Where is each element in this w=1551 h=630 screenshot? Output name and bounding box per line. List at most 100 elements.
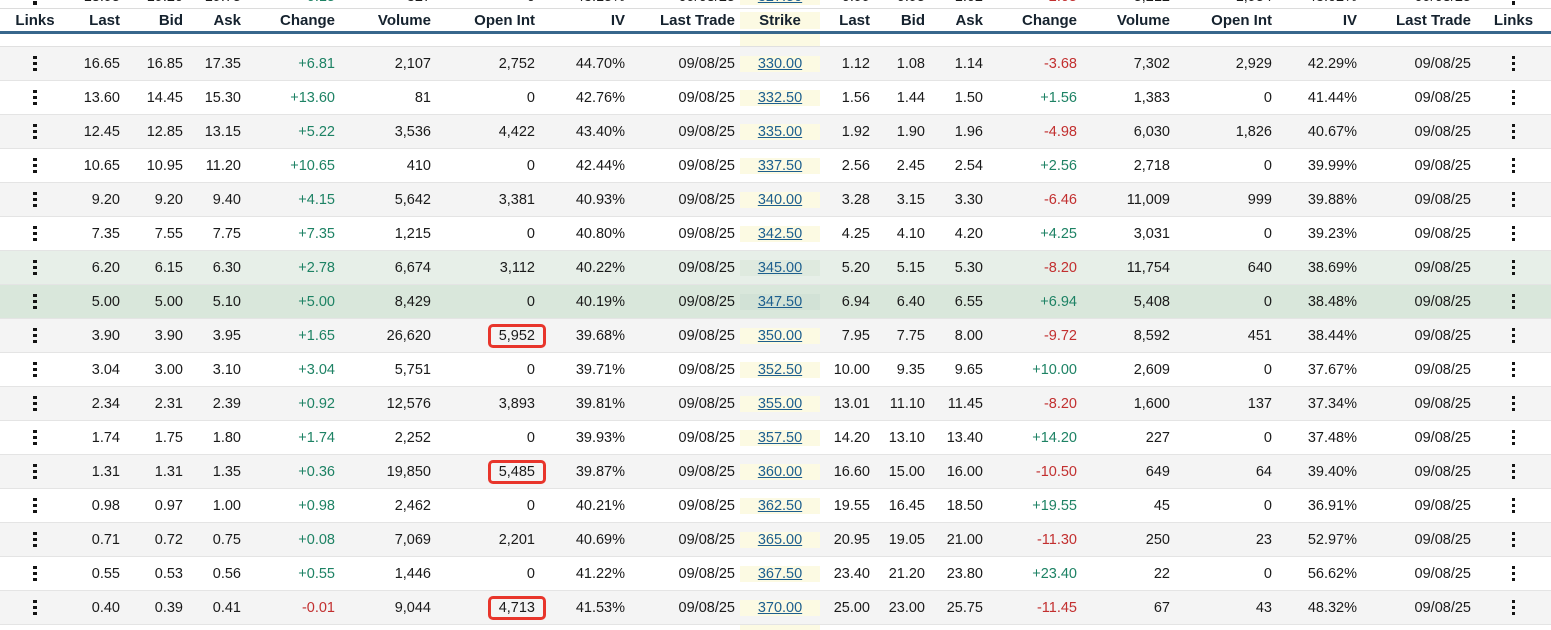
strike-link[interactable]: 342.50 [757,225,803,242]
strike-link[interactable]: 332.50 [757,89,803,106]
call-last: 1.74 [91,429,120,446]
row-links-menu-icon[interactable] [1508,222,1519,245]
put-bid: 7.75 [896,327,925,344]
col-header-call-open-int[interactable]: Open Int [474,11,535,29]
strike-link[interactable]: 362.50 [757,497,803,514]
strike-link[interactable]: 337.50 [757,157,803,174]
strike-link[interactable]: 330.00 [757,55,803,72]
col-header-links-right[interactable]: Links [1493,11,1534,29]
call-open-int: 5,485 [436,459,546,484]
row-links-menu-icon[interactable] [1508,120,1519,143]
put-last-trade: 09/08/25 [1414,429,1471,446]
put-open-int: 2,929 [1235,55,1272,72]
row-links-menu-icon[interactable] [1508,596,1519,619]
col-header-call-ask[interactable]: Ask [213,11,241,29]
row-links-menu-icon[interactable] [29,562,40,585]
row-links-menu-icon[interactable] [1508,392,1519,415]
put-ask: 1.02 [930,0,988,5]
row-links-menu-icon[interactable] [29,494,40,517]
col-header-put-last-trade[interactable]: Last Trade [1395,11,1471,29]
col-header-put-bid[interactable]: Bid [900,11,925,29]
strike-link[interactable]: 360.00 [757,463,803,480]
put-iv: 41.44% [1307,89,1357,106]
strike-link[interactable]: 352.50 [757,361,803,378]
strike-link[interactable]: 370.00 [757,599,803,616]
call-iv: 39.81% [575,395,625,412]
row-links-menu-icon[interactable] [29,460,40,483]
call-volume: 7,069 [394,531,431,548]
col-header-call-change[interactable]: Change [279,11,335,29]
strike-link[interactable]: 355.00 [757,395,803,412]
row-links-menu-icon[interactable] [29,86,40,109]
row-links-menu-icon[interactable] [1508,290,1519,313]
row-links-menu-icon[interactable] [29,222,40,245]
call-iv: 39.87% [575,463,625,480]
strike-link[interactable]: 367.50 [757,565,803,582]
col-header-put-volume[interactable]: Volume [1116,11,1170,29]
row-links-menu-icon[interactable] [1508,188,1519,211]
call-open-int: 0 [526,565,535,582]
row-links-menu-icon[interactable] [29,188,40,211]
option-row: 18.95 19.20 19.75 +0.15 327 0 43.15% 09/… [0,0,1551,8]
call-change: +5.00 [298,293,335,310]
strike-link[interactable]: 327.50 [758,0,802,5]
strike-link[interactable]: 347.50 [757,293,803,310]
row-links-menu-icon[interactable] [1508,426,1519,449]
row-links-menu-icon[interactable] [29,154,40,177]
call-volume: 19,850 [386,463,431,480]
col-header-call-bid[interactable]: Bid [158,11,183,29]
call-volume: 2,462 [394,497,431,514]
put-open-int: 43 [1255,599,1272,616]
strike-link[interactable]: 335.00 [757,123,803,140]
row-links-menu-icon[interactable] [1508,460,1519,483]
call-last-trade: 09/08/25 [678,531,735,548]
row-links-menu-icon[interactable] [1508,52,1519,75]
put-change: +6.94 [1040,293,1077,310]
row-links-menu-icon[interactable] [1508,154,1519,177]
row-links-menu-icon[interactable] [1508,494,1519,517]
strike-link[interactable]: 357.50 [757,429,803,446]
strike-link[interactable]: 345.00 [757,259,803,276]
row-links-menu-icon[interactable] [29,528,40,551]
row-links-menu-icon[interactable] [29,120,40,143]
put-last: 7.95 [841,327,870,344]
row-links-menu-icon[interactable] [29,358,40,381]
row-links-menu-icon[interactable] [29,426,40,449]
put-open-int: 0 [1263,89,1272,106]
col-header-call-iv[interactable]: IV [610,11,625,29]
strike-link[interactable]: 365.00 [757,531,803,548]
col-header-put-last[interactable]: Last [839,11,870,29]
row-links-menu-icon[interactable] [29,392,40,415]
row-links-menu-icon[interactable] [1508,562,1519,585]
col-header-links-left[interactable]: Links [15,11,55,29]
col-header-put-change[interactable]: Change [1021,11,1077,29]
col-header-call-last-trade[interactable]: Last Trade [659,11,735,29]
row-links-menu-icon[interactable] [1508,358,1519,381]
call-bid: 14.45 [146,89,183,106]
row-links-menu-icon[interactable] [1508,0,1519,8]
row-links-menu-icon[interactable] [1508,528,1519,551]
put-iv: 42.29% [1307,55,1357,72]
col-header-put-open-int[interactable]: Open Int [1211,11,1272,29]
strike-link[interactable]: 340.00 [757,191,803,208]
strike-link[interactable]: 350.00 [757,327,803,344]
put-open-int: 0 [1263,293,1272,310]
row-links-menu-icon[interactable] [29,290,40,313]
row-links-menu-icon[interactable] [29,0,40,8]
col-header-call-last[interactable]: Last [89,11,120,29]
row-links-menu-icon[interactable] [1508,256,1519,279]
col-header-put-iv[interactable]: IV [1342,11,1357,29]
row-links-menu-icon[interactable] [29,256,40,279]
row-links-menu-icon[interactable] [29,596,40,619]
row-links-menu-icon[interactable] [1508,86,1519,109]
call-open-int: 0 [526,157,535,174]
col-header-call-volume[interactable]: Volume [377,11,431,29]
col-header-strike[interactable]: Strike [740,11,820,29]
call-bid: 2.31 [154,395,183,412]
row-links-menu-icon[interactable] [29,52,40,75]
row-links-menu-icon[interactable] [1508,324,1519,347]
row-links-menu-icon[interactable] [29,324,40,347]
put-volume: 250 [1145,531,1170,548]
put-open-int: 0 [1263,361,1272,378]
col-header-put-ask[interactable]: Ask [955,11,983,29]
